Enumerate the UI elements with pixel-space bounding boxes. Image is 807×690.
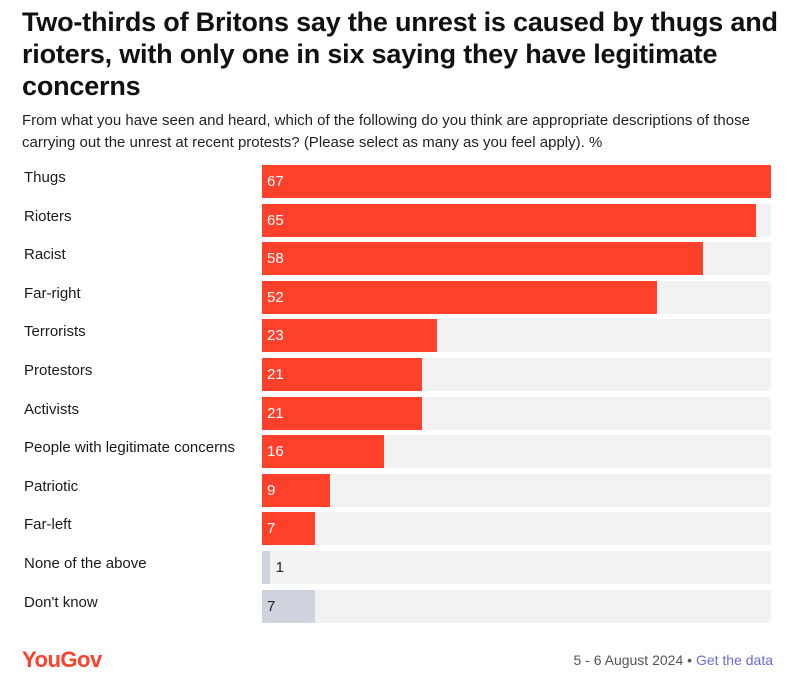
bar-value-label: 52	[267, 288, 284, 306]
bar-track: 16	[262, 435, 771, 469]
bar-value-label: 67	[267, 173, 284, 190]
bar-value-label: 7	[267, 597, 276, 615]
bar-track: 23	[262, 319, 771, 353]
bar-row: Rioters 65	[0, 201, 807, 240]
category-label: Racist	[24, 246, 66, 264]
category-label: Terrorists	[24, 323, 86, 341]
bar-value-label: 65	[267, 211, 284, 229]
bar-row: Patriotic 9	[0, 471, 807, 510]
bar-track: 52	[262, 280, 771, 314]
chart-title: Two-thirds of Britons say the unrest is …	[22, 7, 778, 101]
bar-row: Racist 58	[0, 239, 807, 278]
category-label: Patriotic	[24, 477, 79, 495]
bar	[262, 473, 331, 507]
bar-value-label: 1	[275, 559, 284, 576]
bar-row: Far-left 7	[0, 509, 807, 548]
bar	[262, 319, 437, 353]
bar	[262, 280, 658, 314]
category-label: Far-right	[24, 284, 81, 302]
bar-track: 21	[262, 396, 771, 430]
bar-value-label: 7	[267, 520, 276, 538]
bar-row: Thugs 67	[0, 162, 807, 201]
bar-value-label: 58	[267, 250, 284, 268]
bar	[262, 551, 270, 584]
bar-track: 9	[262, 473, 771, 507]
bar-track: 1	[262, 551, 771, 584]
bar-track: 21	[262, 358, 771, 391]
bar-track: 67	[262, 165, 771, 198]
category-label: Don't know	[24, 593, 98, 611]
footer-meta: 5 - 6 August 2024 • Get the data	[573, 652, 773, 668]
category-label: Activists	[24, 400, 80, 418]
bar-row: Terrorists 23	[0, 316, 807, 355]
bar-value-label: 21	[267, 404, 284, 422]
bar-value-label: 21	[267, 366, 284, 383]
bar-row: Activists 21	[0, 394, 807, 433]
bar	[262, 165, 771, 198]
bar	[262, 589, 316, 623]
bar-row: Don't know 7	[0, 587, 807, 626]
bar	[262, 203, 756, 237]
bar-track: 58	[262, 242, 771, 276]
category-label: Rioters	[24, 207, 72, 225]
bar	[262, 358, 422, 391]
category-label: Far-left	[24, 516, 72, 534]
chart-subtitle: From what you have seen and heard, which…	[22, 112, 750, 151]
survey-date: 5 - 6 August 2024	[573, 652, 684, 668]
bar-value-label: 9	[267, 481, 276, 499]
bar	[262, 512, 316, 546]
bar-row: People with legitimate concerns 16	[0, 432, 807, 471]
category-label: People with legitimate concerns	[24, 439, 235, 457]
category-label: None of the above	[24, 555, 147, 572]
category-label: Thugs	[24, 169, 66, 186]
bar-track: 7	[262, 589, 771, 623]
category-label: Protestors	[24, 362, 93, 379]
bar-chart: Thugs 67 Rioters 65 Racist 58 Far-right 52 Terro…	[0, 162, 807, 632]
bar-row: None of the above 1	[0, 548, 807, 587]
bar-track: 7	[262, 512, 771, 546]
bar	[262, 435, 384, 469]
yougov-logo: YouGov	[22, 647, 102, 672]
bar-value-label: 16	[267, 443, 284, 461]
bar-row: Far-right 52	[0, 278, 807, 317]
bar	[262, 242, 703, 276]
footer-separator: •	[687, 652, 693, 668]
bar	[262, 396, 422, 430]
bar-track: 65	[262, 203, 771, 237]
get-the-data-link[interactable]: Get the data	[695, 652, 773, 668]
bar-value-label: 23	[267, 327, 284, 345]
bar-row: Protestors 21	[0, 355, 807, 394]
